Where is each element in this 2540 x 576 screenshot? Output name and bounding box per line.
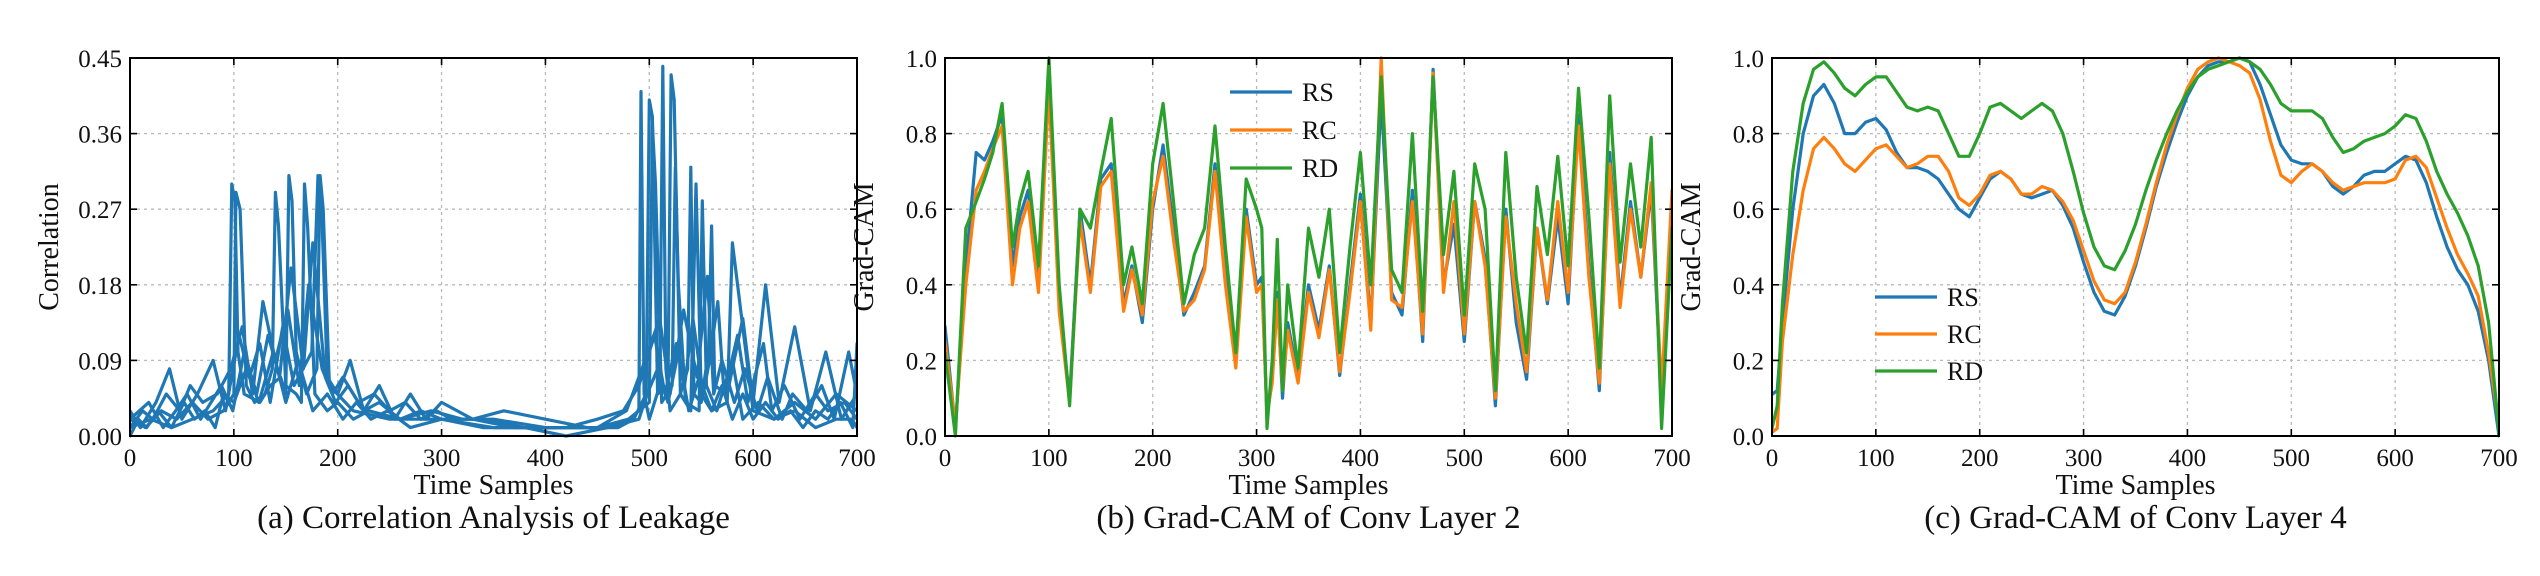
series-line-trace-6 — [130, 342, 857, 438]
x-tick-label: 500 — [1446, 445, 1484, 472]
x-axis-label: Time Samples — [1229, 470, 1389, 501]
series-line-trace-5 — [130, 241, 857, 430]
y-tick-label: 0.2 — [906, 348, 937, 375]
x-tick-label: 500 — [631, 445, 669, 472]
legend-label-rs: RS — [1947, 283, 1979, 312]
x-tick-label: 200 — [319, 445, 357, 472]
panel-c-grad-cam-conv-layer-4: 0 100 200 300 400 500 600 700 0.0 0.2 0.4 0.6 0.8 1.0… — [1676, 46, 2518, 536]
y-tick-label: 0.6 — [906, 197, 937, 224]
y-tick-label: 0.4 — [1733, 273, 1765, 300]
x-tick-label: 100 — [1030, 445, 1068, 472]
y-tick-label: 1.0 — [1733, 46, 1764, 73]
x-tick-label: 0 — [124, 445, 137, 472]
y-tick-label: 0.8 — [906, 122, 937, 149]
x-tick-label: 500 — [2273, 445, 2311, 472]
y-tick-label: 0.18 — [78, 273, 122, 300]
y-tick-label: 0.8 — [1733, 122, 1764, 149]
panel-a-correlation-analysis: 0 100 200 300 400 500 600 700 0.00 0.09 0.18 0.27 0.… — [34, 46, 876, 536]
panel-caption: (b) Grad-CAM of Conv Layer 2 — [1096, 500, 1520, 536]
plot-frame — [944, 57, 1673, 437]
x-tick-label: 100 — [215, 445, 253, 472]
x-tick-label: 400 — [2169, 445, 2207, 472]
y-tick-label: 0.0 — [906, 424, 937, 451]
y-tick-label: 1.0 — [906, 46, 937, 73]
y-tick-label: 0.09 — [78, 348, 122, 375]
x-tick-label: 200 — [1961, 445, 1999, 472]
legend: RS RC RD — [1230, 78, 1338, 183]
y-axis-label: Grad-CAM — [1676, 182, 1707, 311]
x-axis-label: Time Samples — [414, 470, 574, 501]
panel-caption: (c) Grad-CAM of Conv Layer 4 — [1924, 500, 2346, 536]
y-tick-label: 0.2 — [1733, 348, 1764, 375]
x-axis-label: Time Samples — [2056, 470, 2216, 501]
y-tick-label: 0.27 — [78, 197, 122, 224]
y-tick-label: 0.4 — [906, 273, 938, 300]
x-tick-label: 600 — [2376, 445, 2414, 472]
x-tick-label: 600 — [1549, 445, 1587, 472]
y-tick-label: 0.0 — [1733, 424, 1764, 451]
panel-caption: (a) Correlation Analysis of Leakage — [257, 500, 730, 536]
x-tick-label: 0 — [1766, 445, 1779, 472]
x-tick-label: 600 — [734, 445, 772, 472]
legend-label-rd: RD — [1302, 154, 1338, 183]
y-tick-label: 0.6 — [1733, 197, 1764, 224]
y-tick-label: 0.00 — [78, 424, 122, 451]
x-tick-label: 400 — [527, 445, 565, 472]
x-tick-label: 300 — [423, 445, 461, 472]
plot-frame — [1771, 57, 2500, 437]
series-line-rd — [1772, 56, 2499, 434]
legend-label-rd: RD — [1947, 357, 1983, 386]
y-tick-label: 0.36 — [78, 122, 122, 149]
y-axis-label: Grad-CAM — [849, 182, 880, 311]
legend-label-rs: RS — [1302, 78, 1334, 107]
x-tick-label: 400 — [1342, 445, 1380, 472]
x-tick-label: 100 — [1857, 445, 1895, 472]
x-tick-label: 700 — [838, 445, 876, 472]
legend-label-rc: RC — [1302, 116, 1337, 145]
panel-b-grad-cam-conv-layer-2: 0 100 200 300 400 500 600 700 0.0 0.2 0.4 0.6 0.8 1.0… — [849, 46, 1691, 536]
x-tick-label: 300 — [1238, 445, 1276, 472]
series-line-rd — [945, 56, 1672, 438]
legend-label-rc: RC — [1947, 320, 1982, 349]
x-tick-label: 700 — [2480, 445, 2518, 472]
y-axis-label: Correlation — [34, 183, 65, 311]
series-line-rs — [1772, 56, 2499, 438]
x-tick-label: 0 — [939, 445, 952, 472]
plot-frame — [129, 57, 858, 437]
x-tick-label: 200 — [1134, 445, 1172, 472]
x-tick-label: 700 — [1653, 445, 1691, 472]
legend: RS RC RD — [1875, 283, 1983, 386]
y-tick-label: 0.45 — [78, 46, 122, 73]
x-tick-label: 300 — [2065, 445, 2103, 472]
series-line-rc — [1772, 56, 2499, 434]
